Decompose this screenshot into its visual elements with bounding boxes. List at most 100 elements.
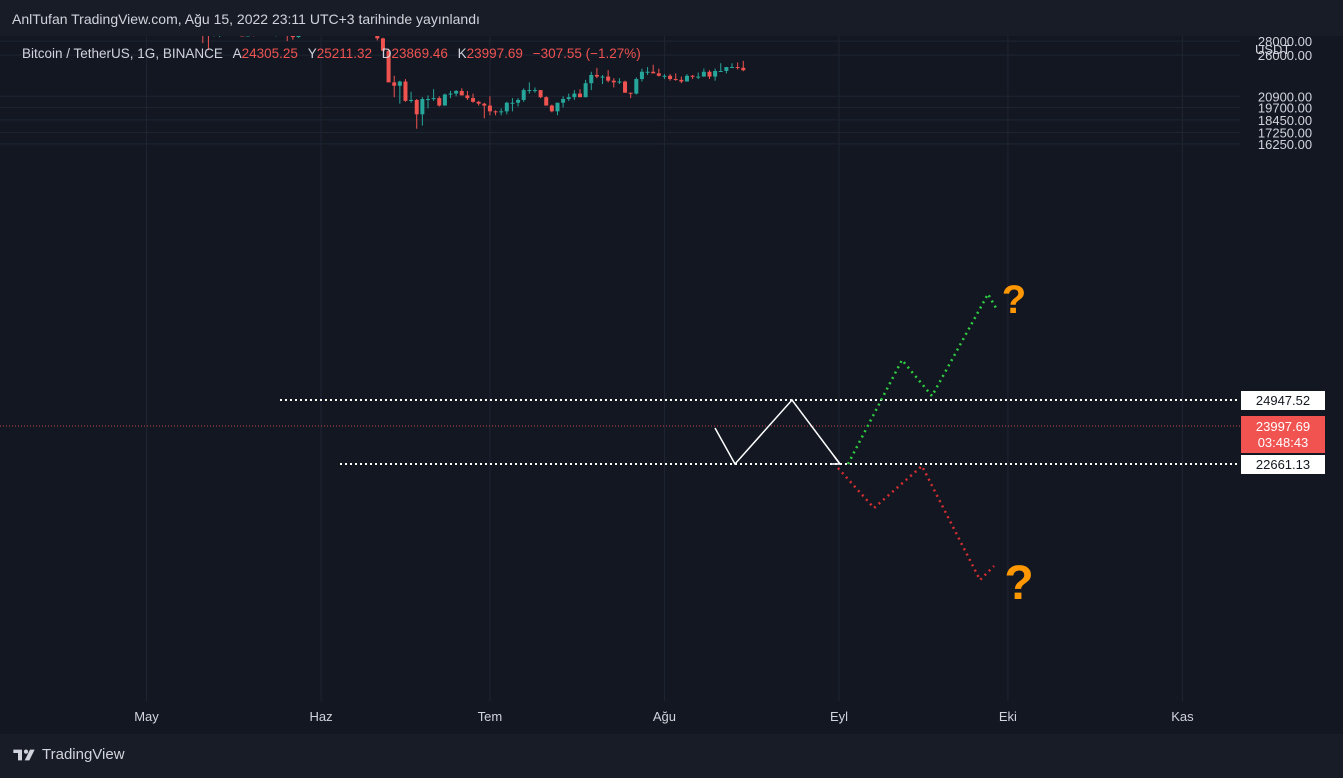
projection-path-white[interactable] <box>714 398 841 466</box>
time-tick-label: Kas <box>1171 709 1194 724</box>
candle-body <box>578 93 582 98</box>
candle <box>454 90 459 97</box>
candle <box>639 68 644 82</box>
candle-body <box>634 79 639 94</box>
resistance-label: 24947.52 <box>1256 393 1310 408</box>
close-label: K <box>457 46 467 61</box>
candle-body <box>555 102 560 112</box>
time-tick-label: Eyl <box>830 709 848 724</box>
candle <box>673 73 678 81</box>
candle <box>634 77 639 95</box>
price-tick-label: 17250.00 <box>1258 126 1312 141</box>
candle-body <box>487 105 492 112</box>
candle <box>544 96 549 106</box>
projection-path-bearish[interactable] <box>837 464 995 583</box>
candle <box>617 78 622 85</box>
candle <box>690 74 695 80</box>
candle <box>555 102 560 116</box>
candle-body <box>673 79 678 81</box>
candle-body <box>741 67 746 71</box>
candle <box>397 80 402 104</box>
projection-path-bullish[interactable] <box>846 291 998 465</box>
resistance-label-box <box>1241 391 1325 410</box>
candle-body <box>713 70 718 77</box>
candle <box>437 96 442 107</box>
candle <box>290 36 295 40</box>
candle <box>286 36 288 42</box>
candle <box>572 90 577 100</box>
candle <box>566 93 571 101</box>
candle <box>375 36 380 41</box>
candle <box>701 68 706 77</box>
candle-body <box>544 97 549 106</box>
candle-body <box>639 71 644 80</box>
last-price-box <box>1241 416 1325 453</box>
candle-body <box>718 70 723 72</box>
price-tick-label: 18450.00 <box>1258 113 1312 128</box>
candle <box>724 67 729 74</box>
candle <box>730 63 735 69</box>
candle <box>583 79 588 98</box>
candle <box>403 79 408 102</box>
candle <box>499 108 504 116</box>
candle-body <box>516 99 521 103</box>
close-value: 23997.69 <box>466 46 523 61</box>
candle <box>392 75 397 98</box>
candle <box>707 70 712 80</box>
candle <box>448 90 453 99</box>
footer-brand: TradingView <box>42 746 125 763</box>
question-mark-up: ? <box>1002 278 1026 322</box>
symbol-title[interactable]: Bitcoin / TetherUS, 1G, BINANCE <box>22 46 223 61</box>
candle <box>696 72 701 80</box>
candle-body <box>561 99 566 103</box>
candle-body <box>600 76 605 78</box>
candle-body <box>437 98 442 106</box>
candle-body <box>606 76 611 81</box>
support-label: 22661.13 <box>1256 457 1310 472</box>
price-axis[interactable]: 38000.0034000.0032000.0030000.0028000.00… <box>1258 36 1312 152</box>
candle-body <box>409 99 414 101</box>
candle <box>578 89 582 98</box>
candle-body <box>730 67 735 69</box>
candle-body <box>290 36 295 38</box>
candle-body <box>690 75 695 77</box>
candle <box>718 63 723 72</box>
candle-body <box>380 38 385 51</box>
candle <box>527 82 532 94</box>
candle-body <box>684 75 689 82</box>
projection-arrow-white <box>830 455 842 465</box>
candle-body <box>611 80 616 83</box>
candle <box>482 102 487 119</box>
candle <box>668 74 673 81</box>
symbol-legend[interactable]: Bitcoin / TetherUS, 1G, BINANCE A24305.2… <box>22 46 641 61</box>
candle-body <box>476 101 481 104</box>
candle-body <box>572 93 577 98</box>
candle-body <box>521 90 526 100</box>
candle <box>532 87 537 93</box>
candle <box>741 60 746 72</box>
candle <box>487 96 492 116</box>
candle-body <box>493 111 498 113</box>
candle <box>202 36 204 44</box>
candle <box>606 70 611 83</box>
price-chart[interactable]: ? ? 38000.0034000.0032000.0030000.002800… <box>0 36 1343 734</box>
candle-body <box>583 83 588 98</box>
candle-body <box>651 71 656 74</box>
candle <box>414 99 419 129</box>
candle <box>465 90 470 100</box>
candle <box>380 37 385 51</box>
high-label: Y <box>307 46 317 61</box>
candle-body <box>414 99 419 115</box>
candle-body <box>296 36 301 38</box>
candle-body <box>707 71 712 77</box>
candle-body <box>465 95 470 99</box>
grid <box>0 36 1240 701</box>
candle <box>645 67 650 75</box>
candle <box>684 74 689 82</box>
candle-body <box>679 79 684 82</box>
candle <box>219 36 221 38</box>
time-axis[interactable]: May Haz Tem Ağu Eyl Eki Kas <box>134 709 1194 724</box>
candle <box>594 67 599 79</box>
price-tick-label: 26000.00 <box>1258 48 1312 63</box>
chart-panel[interactable]: ? ? 38000.0034000.0032000.0030000.002800… <box>0 36 1343 734</box>
